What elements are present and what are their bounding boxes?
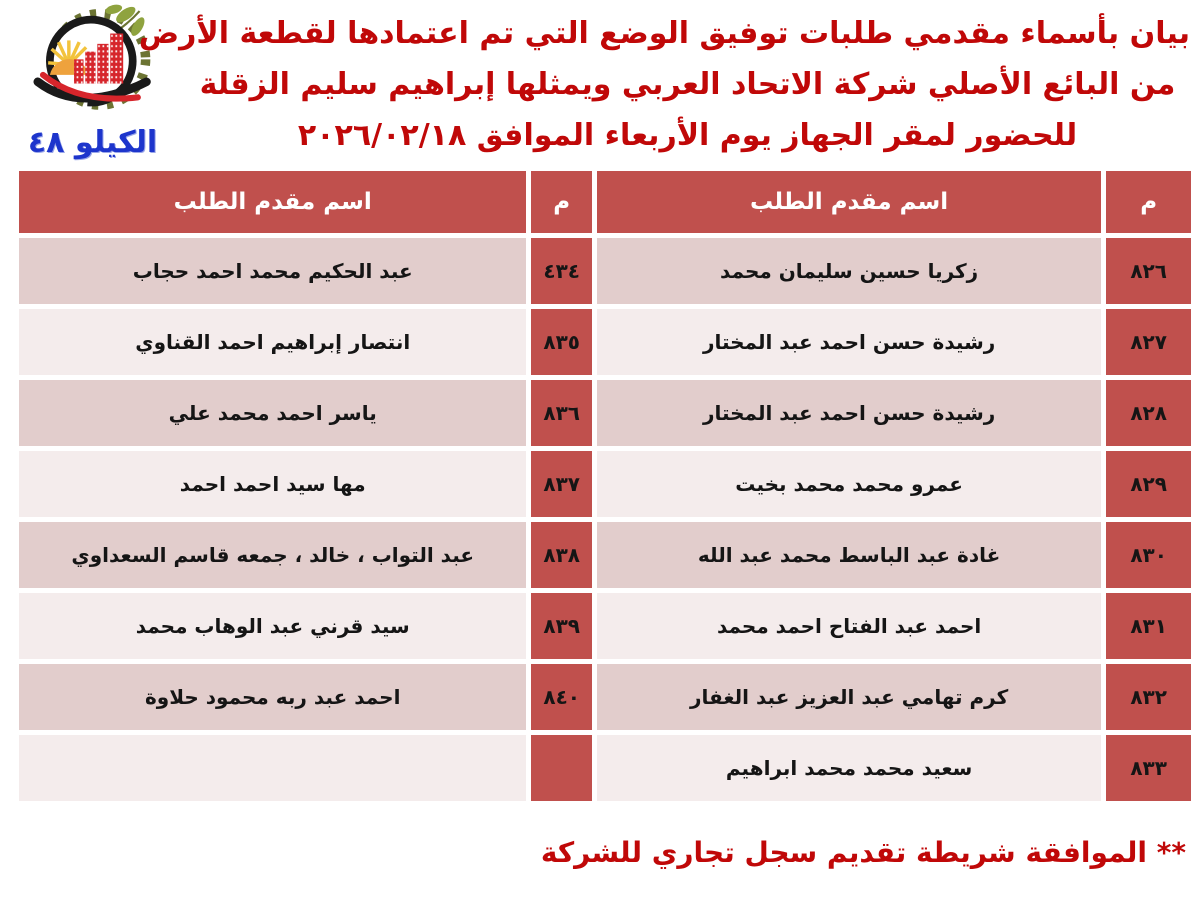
table-row: ٨٣٢ كرم تهامي عبد العزيز عبد الغفار ٨٤٠ … (19, 664, 1191, 730)
ring-icon (45, 15, 137, 107)
logo-caption: الكيلو ٤٨ (27, 125, 158, 160)
name-cell: احمد عبد الفتاح احمد محمد (596, 593, 1102, 659)
table-row: ٨٢٦ زكريا حسين سليمان محمد ٤٣٤ عبد الحكي… (19, 238, 1191, 304)
name-cell: ياسر احمد محمد علي (19, 380, 527, 446)
header-name-right: اسم مقدم الطلب (596, 171, 1102, 233)
serial-cell: ٨٣٦ (531, 380, 592, 446)
city-emblem-icon: مدينة العبور الجديدة (28, 2, 151, 110)
name-cell: رشيدة حسن احمد عبد المختار (596, 380, 1102, 446)
table-header-row: م اسم مقدم الطلب م اسم مقدم الطلب (19, 171, 1191, 233)
applicants-table: م اسم مقدم الطلب م اسم مقدم الطلب ٨٢٦ زك… (14, 166, 1196, 806)
name-cell: رشيدة حسن احمد عبد المختار (596, 309, 1102, 375)
page-title: بيان بأسماء مقدمي طلبات توفيق الوضع التي… (138, 8, 1190, 161)
name-cell: مها سيد احمد احمد (19, 451, 527, 517)
footer-note: ** الموافقة شريطة تقديم سجل تجاري للشركة (540, 836, 1186, 869)
serial-cell: ٨٢٦ (1106, 238, 1191, 304)
name-cell: عبد الحكيم محمد احمد حجاب (19, 238, 527, 304)
serial-cell: ٨٣٠ (1106, 522, 1191, 588)
sun-icon (47, 40, 89, 75)
table-row: ٨٢٩ عمرو محمد محمد بخيت ٨٣٧ مها سيد احمد… (19, 451, 1191, 517)
table-row: ٨٣٠ غادة عبد الباسط محمد عبد الله ٨٣٨ عب… (19, 522, 1191, 588)
buildings-icon (73, 33, 123, 84)
name-cell: غادة عبد الباسط محمد عبد الله (596, 522, 1102, 588)
name-cell: عمرو محمد محمد بخيت (596, 451, 1102, 517)
serial-cell: ٤٣٤ (531, 238, 592, 304)
table-row: ٨٢٨ رشيدة حسن احمد عبد المختار ٨٣٦ ياسر … (19, 380, 1191, 446)
name-cell: سعيد محمد محمد ابراهيم (596, 735, 1102, 801)
title-line-3: للحضور لمقر الجهاز يوم الأربعاء الموافق … (297, 118, 1078, 153)
name-cell: زكريا حسين سليمان محمد (596, 238, 1102, 304)
header-serial-left: م (531, 171, 592, 233)
city-logo: مدينة العبور الجديدة الكيلو ٤٨ (10, 2, 175, 164)
table-row: ٨٣٣ سعيد محمد محمد ابراهيم (19, 735, 1191, 801)
serial-cell: ٨٣٨ (531, 522, 592, 588)
gear-icon (48, 8, 150, 110)
serial-cell: ٨٣٩ (531, 593, 592, 659)
name-cell (19, 735, 527, 801)
serial-cell: ٨٢٧ (1106, 309, 1191, 375)
serial-cell: ٨٣٣ (1106, 735, 1191, 801)
name-cell: احمد عبد ربه محمود حلاوة (19, 664, 527, 730)
serial-cell: ٨٤٠ (531, 664, 592, 730)
serial-cell: ٨٣٧ (531, 451, 592, 517)
table-row: ٨٢٧ رشيدة حسن احمد عبد المختار ٨٣٥ انتصا… (19, 309, 1191, 375)
name-cell: انتصار إبراهيم احمد القناوي (19, 309, 527, 375)
name-cell: كرم تهامي عبد العزيز عبد الغفار (596, 664, 1102, 730)
serial-cell (531, 735, 592, 801)
serial-cell: ٨٢٩ (1106, 451, 1191, 517)
title-line-2: من البائع الأصلي شركة الاتحاد العربي ويم… (199, 67, 1176, 102)
serial-cell: ٨٣١ (1106, 593, 1191, 659)
serial-cell: ٨٢٨ (1106, 380, 1191, 446)
serial-cell: ٨٣٢ (1106, 664, 1191, 730)
swoosh-icon (32, 71, 151, 103)
header-serial-right: م (1106, 171, 1191, 233)
name-cell: عبد التواب ، خالد ، جمعه قاسم السعداوي (19, 522, 527, 588)
name-cell: سيد قرني عبد الوهاب محمد (19, 593, 527, 659)
table-row: ٨٣١ احمد عبد الفتاح احمد محمد ٨٣٩ سيد قر… (19, 593, 1191, 659)
serial-cell: ٨٣٥ (531, 309, 592, 375)
title-line-1: بيان بأسماء مقدمي طلبات توفيق الوضع التي… (138, 16, 1190, 51)
header-name-left: اسم مقدم الطلب (19, 171, 527, 233)
